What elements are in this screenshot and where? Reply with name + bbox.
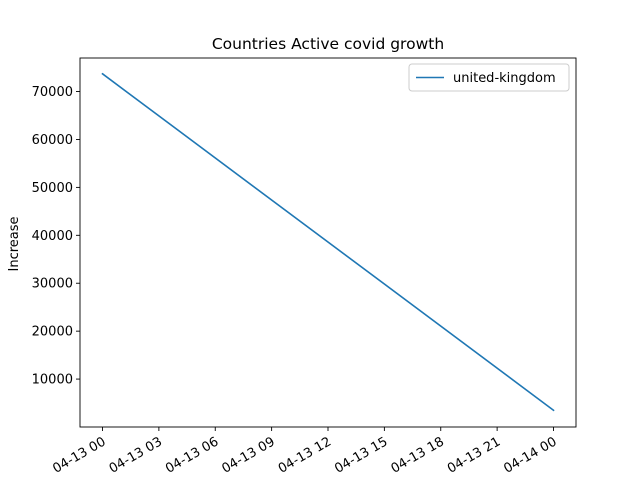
y-tick-label: 60000 <box>32 133 73 148</box>
y-tick-label: 10000 <box>32 373 73 388</box>
y-tick-label: 50000 <box>32 181 73 196</box>
x-tick-label: 04-13 18 <box>389 434 447 476</box>
x-tick-label: 04-13 15 <box>332 434 390 476</box>
y-tick-label: 20000 <box>32 325 73 340</box>
chart-title: Countries Active covid growth <box>212 35 444 53</box>
x-tick-label: 04-13 06 <box>163 434 221 476</box>
x-tick-label: 04-13 12 <box>276 434 334 476</box>
legend-label: united-kingdom <box>453 71 556 86</box>
y-tick-label: 30000 <box>32 277 73 292</box>
series-line-united-kingdom <box>101 72 555 412</box>
y-tick-label: 40000 <box>32 229 73 244</box>
x-tick-label: 04-13 09 <box>220 434 278 476</box>
x-tick-label: 04-13 00 <box>50 434 108 476</box>
series-layer <box>101 72 555 412</box>
x-tick-label: 04-13 03 <box>107 434 165 476</box>
legend: united-kingdom <box>408 63 570 92</box>
x-tick-label: 04-14 00 <box>501 434 559 476</box>
y-axis-label: Increase <box>7 216 22 271</box>
x-tick-label: 04-13 21 <box>445 434 503 476</box>
legend-box <box>408 63 570 92</box>
y-tick-label: 70000 <box>32 85 73 100</box>
